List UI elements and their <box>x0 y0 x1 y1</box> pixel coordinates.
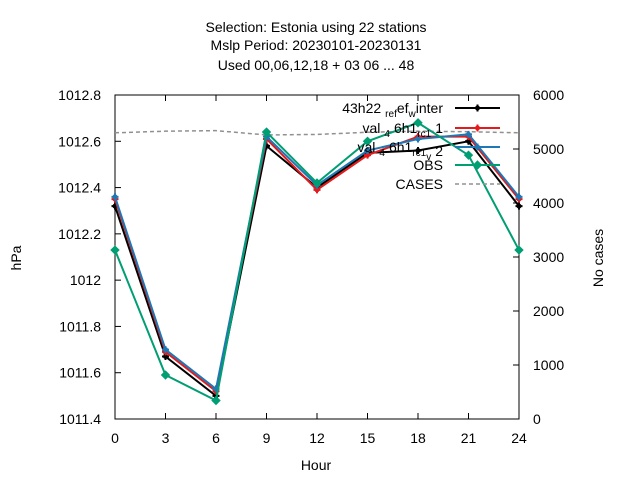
cases-series <box>114 129 520 136</box>
data-point <box>261 127 272 137</box>
data-point <box>514 245 524 255</box>
chart-title-line-2: Mslp Period: 20230101-20230131 <box>211 37 422 53</box>
chart-title-line-1: Selection: Estonia using 22 stations <box>205 19 426 35</box>
y2-tick-label: 5000 <box>533 141 564 157</box>
legend-label-2-part: v <box>426 152 431 163</box>
data-point-dot <box>365 148 370 154</box>
x-tick-label: 15 <box>360 430 376 446</box>
legend-label-2-part: 6h1 <box>389 139 413 155</box>
legend-label-2-part: 4 <box>379 148 385 159</box>
y-tick-label: 1012.8 <box>58 87 101 103</box>
series-3 <box>110 118 524 406</box>
data-point-dot <box>516 203 522 209</box>
y2-tick-label: 0 <box>533 411 541 427</box>
data-point <box>160 370 171 380</box>
legend-label-1-part: 1 <box>435 120 443 136</box>
legend-label-0-part: ef <box>397 100 409 116</box>
x-tick-label: 0 <box>111 430 119 446</box>
legend-sample-marker-dot <box>475 105 480 111</box>
legend-label-0-part: 43h22 <box>342 100 381 116</box>
data-point-dot <box>516 194 522 200</box>
x-tick-label: 6 <box>212 430 220 446</box>
legend-label-3: OBS <box>413 157 443 173</box>
cases-line <box>114 129 520 136</box>
y-tick-label: 1011.6 <box>59 365 101 381</box>
legend-sample-marker-dot <box>475 144 480 150</box>
x-tick-label: 18 <box>410 430 426 446</box>
y2-tick-label: 2000 <box>533 303 564 319</box>
series-layer <box>110 118 524 406</box>
data-point-dot <box>365 152 370 158</box>
data-point <box>211 395 221 406</box>
series-line <box>114 135 520 394</box>
y2-tick-label: 4000 <box>533 195 564 211</box>
x-tick-label: 3 <box>162 430 170 446</box>
y2-tick-label: 1000 <box>533 357 564 373</box>
legend-sample-marker <box>472 160 483 170</box>
y-tick-label: 1012 <box>70 272 101 288</box>
data-point-dot <box>466 138 471 144</box>
data-point-dot <box>112 194 118 200</box>
y-tick-label: 1012.2 <box>58 226 101 242</box>
legend-label-2-part: val <box>357 139 375 155</box>
y2-axis-label: No cases <box>590 229 606 287</box>
x-tick-label: 24 <box>511 430 527 446</box>
legend-label-0-part: inter <box>416 100 444 116</box>
legend-label-1-part: rc1 <box>417 129 431 140</box>
legend-label-3-part: OBS <box>413 157 443 173</box>
y2-tick-label: 6000 <box>533 87 564 103</box>
series-0 <box>111 137 523 400</box>
data-point-dot <box>466 131 471 137</box>
legend-sample-marker-dot <box>475 125 480 131</box>
y-tick-label: 1012.6 <box>58 133 101 149</box>
axes: 0 3 6 9 12 15 18 21 241011.41011.61011.810121012… <box>58 87 564 446</box>
data-point <box>362 136 373 146</box>
legend-label-2-part: 2 <box>435 143 443 159</box>
series-2 <box>111 130 523 393</box>
legend-label-1-part: 4 <box>384 129 390 140</box>
y-tick-label: 1012.4 <box>58 180 101 196</box>
legend-label-0-part: ref <box>385 109 397 120</box>
x-tick-label: 12 <box>309 430 325 446</box>
legend-label-4: CASES <box>396 176 443 192</box>
x-axis-label: Hour <box>301 457 332 473</box>
legend-label-4-part: CASES <box>396 176 443 192</box>
data-point <box>110 245 120 255</box>
legend-label-1: val 4 6h1rc1 1 <box>362 120 443 140</box>
y-tick-label: 1011.4 <box>59 411 101 427</box>
data-point-dot <box>415 136 421 142</box>
data-point <box>413 118 423 128</box>
legend-label-1-part: 6h1 <box>394 120 418 136</box>
chart-title-line-3: Used 00,06,12,18 + 03 06 ... 48 <box>218 57 415 73</box>
legend-label-0: 43h22 refefwinter <box>342 100 443 120</box>
x-tick-label: 9 <box>263 430 271 446</box>
data-point-dot <box>163 347 168 353</box>
data-point-dot <box>163 354 168 360</box>
legend-label-0-part: w <box>408 109 417 120</box>
data-point-dot <box>415 148 421 154</box>
x-tick-label: 21 <box>461 430 477 446</box>
y-axis-label: hPa <box>8 245 24 270</box>
legend-label-1-part: val <box>362 120 380 136</box>
series-line <box>114 133 520 391</box>
legend-label-2: val 4 6h1rc1v 2 <box>357 139 443 163</box>
legend-label-2-part: rc1 <box>412 148 426 159</box>
data-point <box>463 150 474 160</box>
y-tick-label: 1011.8 <box>59 318 101 334</box>
data-point-dot <box>314 187 320 193</box>
data-point <box>312 178 322 188</box>
y2-tick-label: 3000 <box>533 249 564 265</box>
